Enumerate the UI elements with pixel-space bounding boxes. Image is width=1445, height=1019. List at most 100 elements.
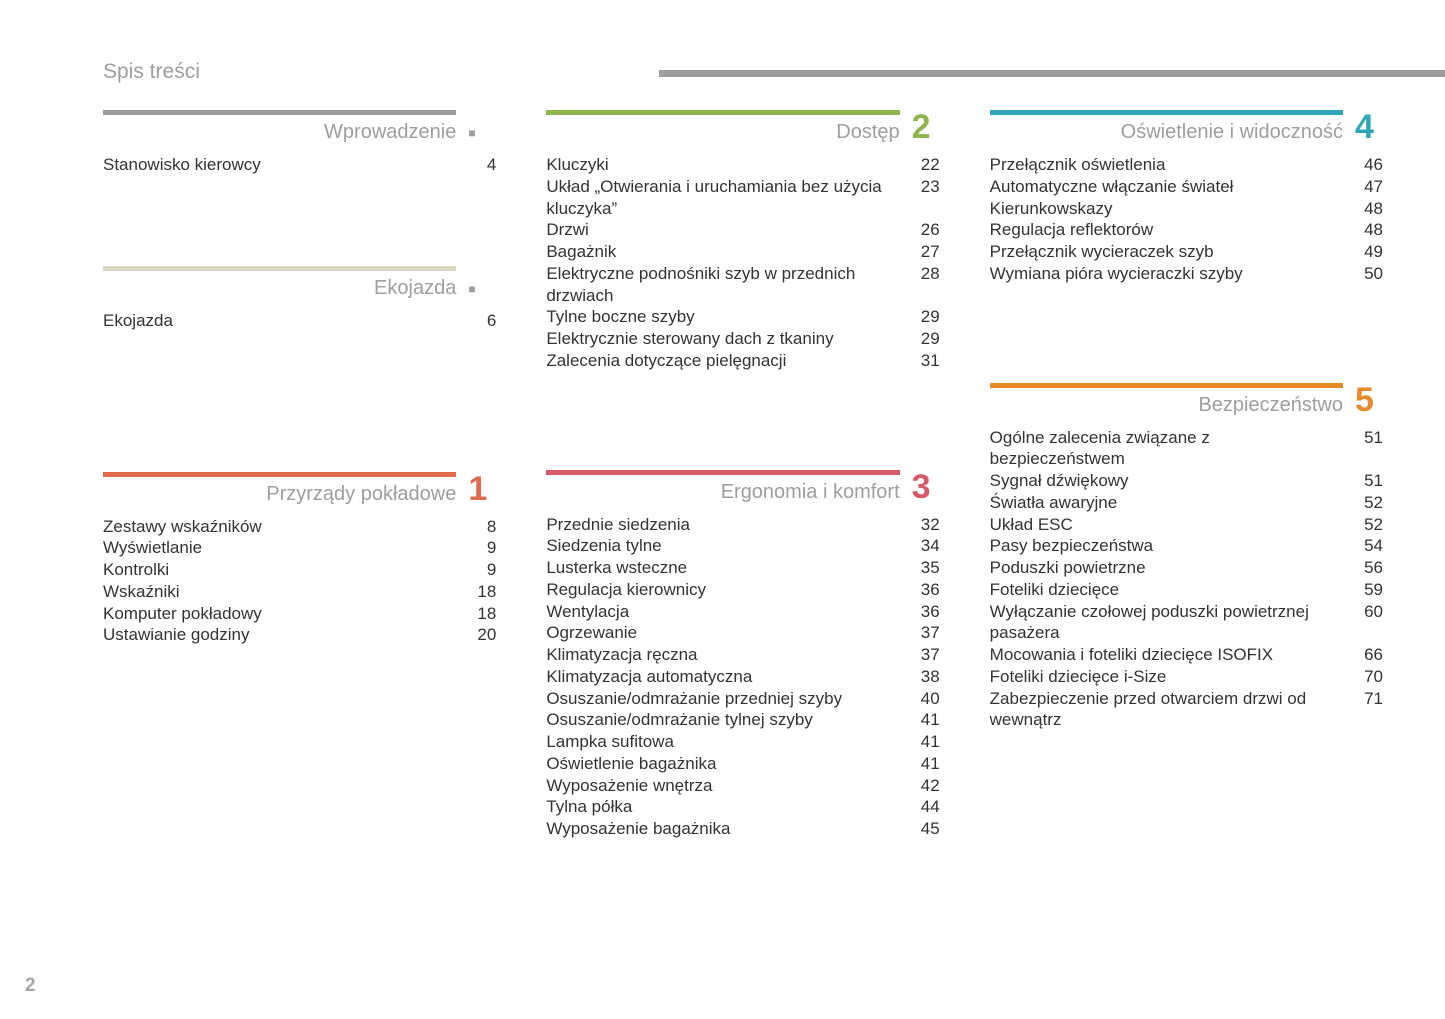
toc-entry: Układ „Otwierania i uruchamiania bez uży… [546, 176, 939, 220]
toc-entry-label: Foteliki dziecięce [990, 579, 1343, 601]
toc-entry-page: 56 [1343, 557, 1383, 579]
toc-entry: Wskaźniki18 [103, 581, 496, 603]
toc-entry-page: 8 [456, 516, 496, 538]
toc-entry-label: Kontrolki [103, 559, 456, 581]
toc-entry-page: 49 [1343, 241, 1383, 263]
toc-entry-page: 60 [1343, 601, 1383, 623]
toc-entry-label: Komputer pokładowy [103, 603, 456, 625]
toc-entry-label: Światła awaryjne [990, 492, 1343, 514]
toc-entry-page: 36 [900, 579, 940, 601]
toc-entry-page: 18 [456, 581, 496, 603]
toc-entry: Stanowisko kierowcy4 [103, 154, 496, 176]
toc-entry-label: Elektryczne podnośniki szyb w przednich … [546, 263, 899, 307]
toc-entry: Sygnał dźwiękowy51 [990, 470, 1383, 492]
spacer [103, 216, 496, 266]
toc-entry-page: 18 [456, 603, 496, 625]
toc-entry-label: Wymiana pióra wycieraczki szyby [990, 263, 1343, 285]
section-bullet-icon: ■ [468, 126, 496, 144]
toc-entry: Klimatyzacja automatyczna38 [546, 666, 939, 688]
toc-entry-page: 29 [900, 306, 940, 328]
section-title: Wprowadzenie [103, 121, 456, 144]
toc-entry-page: 9 [456, 559, 496, 581]
toc-entry: Kluczyki22 [546, 154, 939, 176]
toc-entry-label: Przednie siedzenia [546, 514, 899, 536]
toc-entry-page: 40 [900, 688, 940, 710]
toc-entry: Ogólne zalecenia związane z bezpieczeńst… [990, 427, 1383, 471]
toc-entry: Bagażnik27 [546, 241, 939, 263]
section-bar [103, 472, 456, 477]
toc-entry-page: 34 [900, 535, 940, 557]
toc-entry-page: 46 [1343, 154, 1383, 176]
toc-entry: Pasy bezpieczeństwa54 [990, 535, 1383, 557]
toc-entry: Automatyczne włączanie świateł47 [990, 176, 1383, 198]
toc-entry: Klimatyzacja ręczna37 [546, 644, 939, 666]
section-header: Ergonomia i komfort 3 [546, 470, 939, 504]
toc-entry: Wyposażenie wnętrza42 [546, 775, 939, 797]
toc-entry: Wyposażenie bagażnika45 [546, 818, 939, 840]
toc-entry: Zalecenia dotyczące pielęgnacji31 [546, 350, 939, 372]
toc-entry-label: Układ „Otwierania i uruchamiania bez uży… [546, 176, 899, 220]
toc-column-2: Dostęp 2 Kluczyki22Układ „Otwierania i u… [546, 110, 939, 880]
toc-entry-label: Stanowisko kierowcy [103, 154, 456, 176]
toc-entry-label: Lampka sufitowa [546, 731, 899, 753]
toc-entry: Układ ESC52 [990, 514, 1383, 536]
toc-entry-page: 28 [900, 263, 940, 285]
toc-entry-label: Ekojazda [103, 310, 456, 332]
toc-entry: Osuszanie/odmrażanie tylnej szyby41 [546, 709, 939, 731]
section-entries: Ekojazda6 [103, 310, 496, 332]
toc-entry-page: 71 [1343, 688, 1383, 710]
page-title: Spis treści [103, 60, 200, 84]
page-number: 2 [25, 975, 36, 997]
toc-entry-page: 41 [900, 731, 940, 753]
toc-entry-page: 22 [900, 154, 940, 176]
toc-entry-page: 45 [900, 818, 940, 840]
toc-entry-label: Zalecenia dotyczące pielęgnacji [546, 350, 899, 372]
toc-entry: Lusterka wsteczne35 [546, 557, 939, 579]
toc-entry-label: Regulacja kierownicy [546, 579, 899, 601]
toc-entry-label: Wentylacja [546, 601, 899, 623]
toc-entry-page: 32 [900, 514, 940, 536]
toc-columns: Wprowadzenie ■ Stanowisko kierowcy4 Ekoj… [103, 110, 1383, 880]
section-title: Ekojazda [103, 277, 456, 300]
toc-entry: Oświetlenie bagażnika41 [546, 753, 939, 775]
toc-entry-page: 38 [900, 666, 940, 688]
section-number: 4 [1355, 110, 1383, 144]
toc-entry-page: 36 [900, 601, 940, 623]
toc-entry-page: 51 [1343, 427, 1383, 449]
toc-entry-label: Zabezpieczenie przed otwarciem drzwi od … [990, 688, 1343, 732]
toc-entry-label: Kluczyki [546, 154, 899, 176]
toc-entry: Komputer pokładowy18 [103, 603, 496, 625]
toc-entry: Mocowania i foteliki dziecięce ISOFIX66 [990, 644, 1383, 666]
section-ekojazda: Ekojazda ■ Ekojazda6 [103, 266, 496, 332]
toc-entry-page: 37 [900, 622, 940, 644]
spacer [990, 325, 1383, 383]
toc-entry: Regulacja reflektorów48 [990, 219, 1383, 241]
toc-entry-page: 23 [900, 176, 940, 198]
toc-entry-label: Ustawianie godziny [103, 624, 456, 646]
toc-entry-page: 35 [900, 557, 940, 579]
toc-entry-label: Osuszanie/odmrażanie tylnej szyby [546, 709, 899, 731]
section-bar [990, 383, 1343, 388]
toc-entry: Ekojazda6 [103, 310, 496, 332]
toc-entry-label: Siedzenia tylne [546, 535, 899, 557]
toc-entry-page: 42 [900, 775, 940, 797]
toc-entry-page: 66 [1343, 644, 1383, 666]
section-number: 5 [1355, 383, 1383, 417]
toc-entry-label: Wyposażenie wnętrza [546, 775, 899, 797]
section-oswietlenie: Oświetlenie i widoczność 4 Przełącznik o… [990, 110, 1383, 285]
section-header: Oświetlenie i widoczność 4 [990, 110, 1383, 144]
section-title: Oświetlenie i widoczność [990, 121, 1343, 144]
toc-entry: Zestawy wskaźników8 [103, 516, 496, 538]
toc-entry-label: Przełącznik wycieraczek szyb [990, 241, 1343, 263]
toc-column-3: Oświetlenie i widoczność 4 Przełącznik o… [990, 110, 1383, 880]
toc-entry-label: Sygnał dźwiękowy [990, 470, 1343, 492]
toc-entry-page: 59 [1343, 579, 1383, 601]
toc-entry-label: Elektrycznie sterowany dach z tkaniny [546, 328, 899, 350]
toc-entry-label: Ogólne zalecenia związane z bezpieczeńst… [990, 427, 1343, 471]
toc-entry: Światła awaryjne52 [990, 492, 1383, 514]
toc-entry: Przednie siedzenia32 [546, 514, 939, 536]
toc-entry-label: Wskaźniki [103, 581, 456, 603]
toc-entry-page: 51 [1343, 470, 1383, 492]
toc-entry-label: Lusterka wsteczne [546, 557, 899, 579]
toc-entry: Kierunkowskazy48 [990, 198, 1383, 220]
